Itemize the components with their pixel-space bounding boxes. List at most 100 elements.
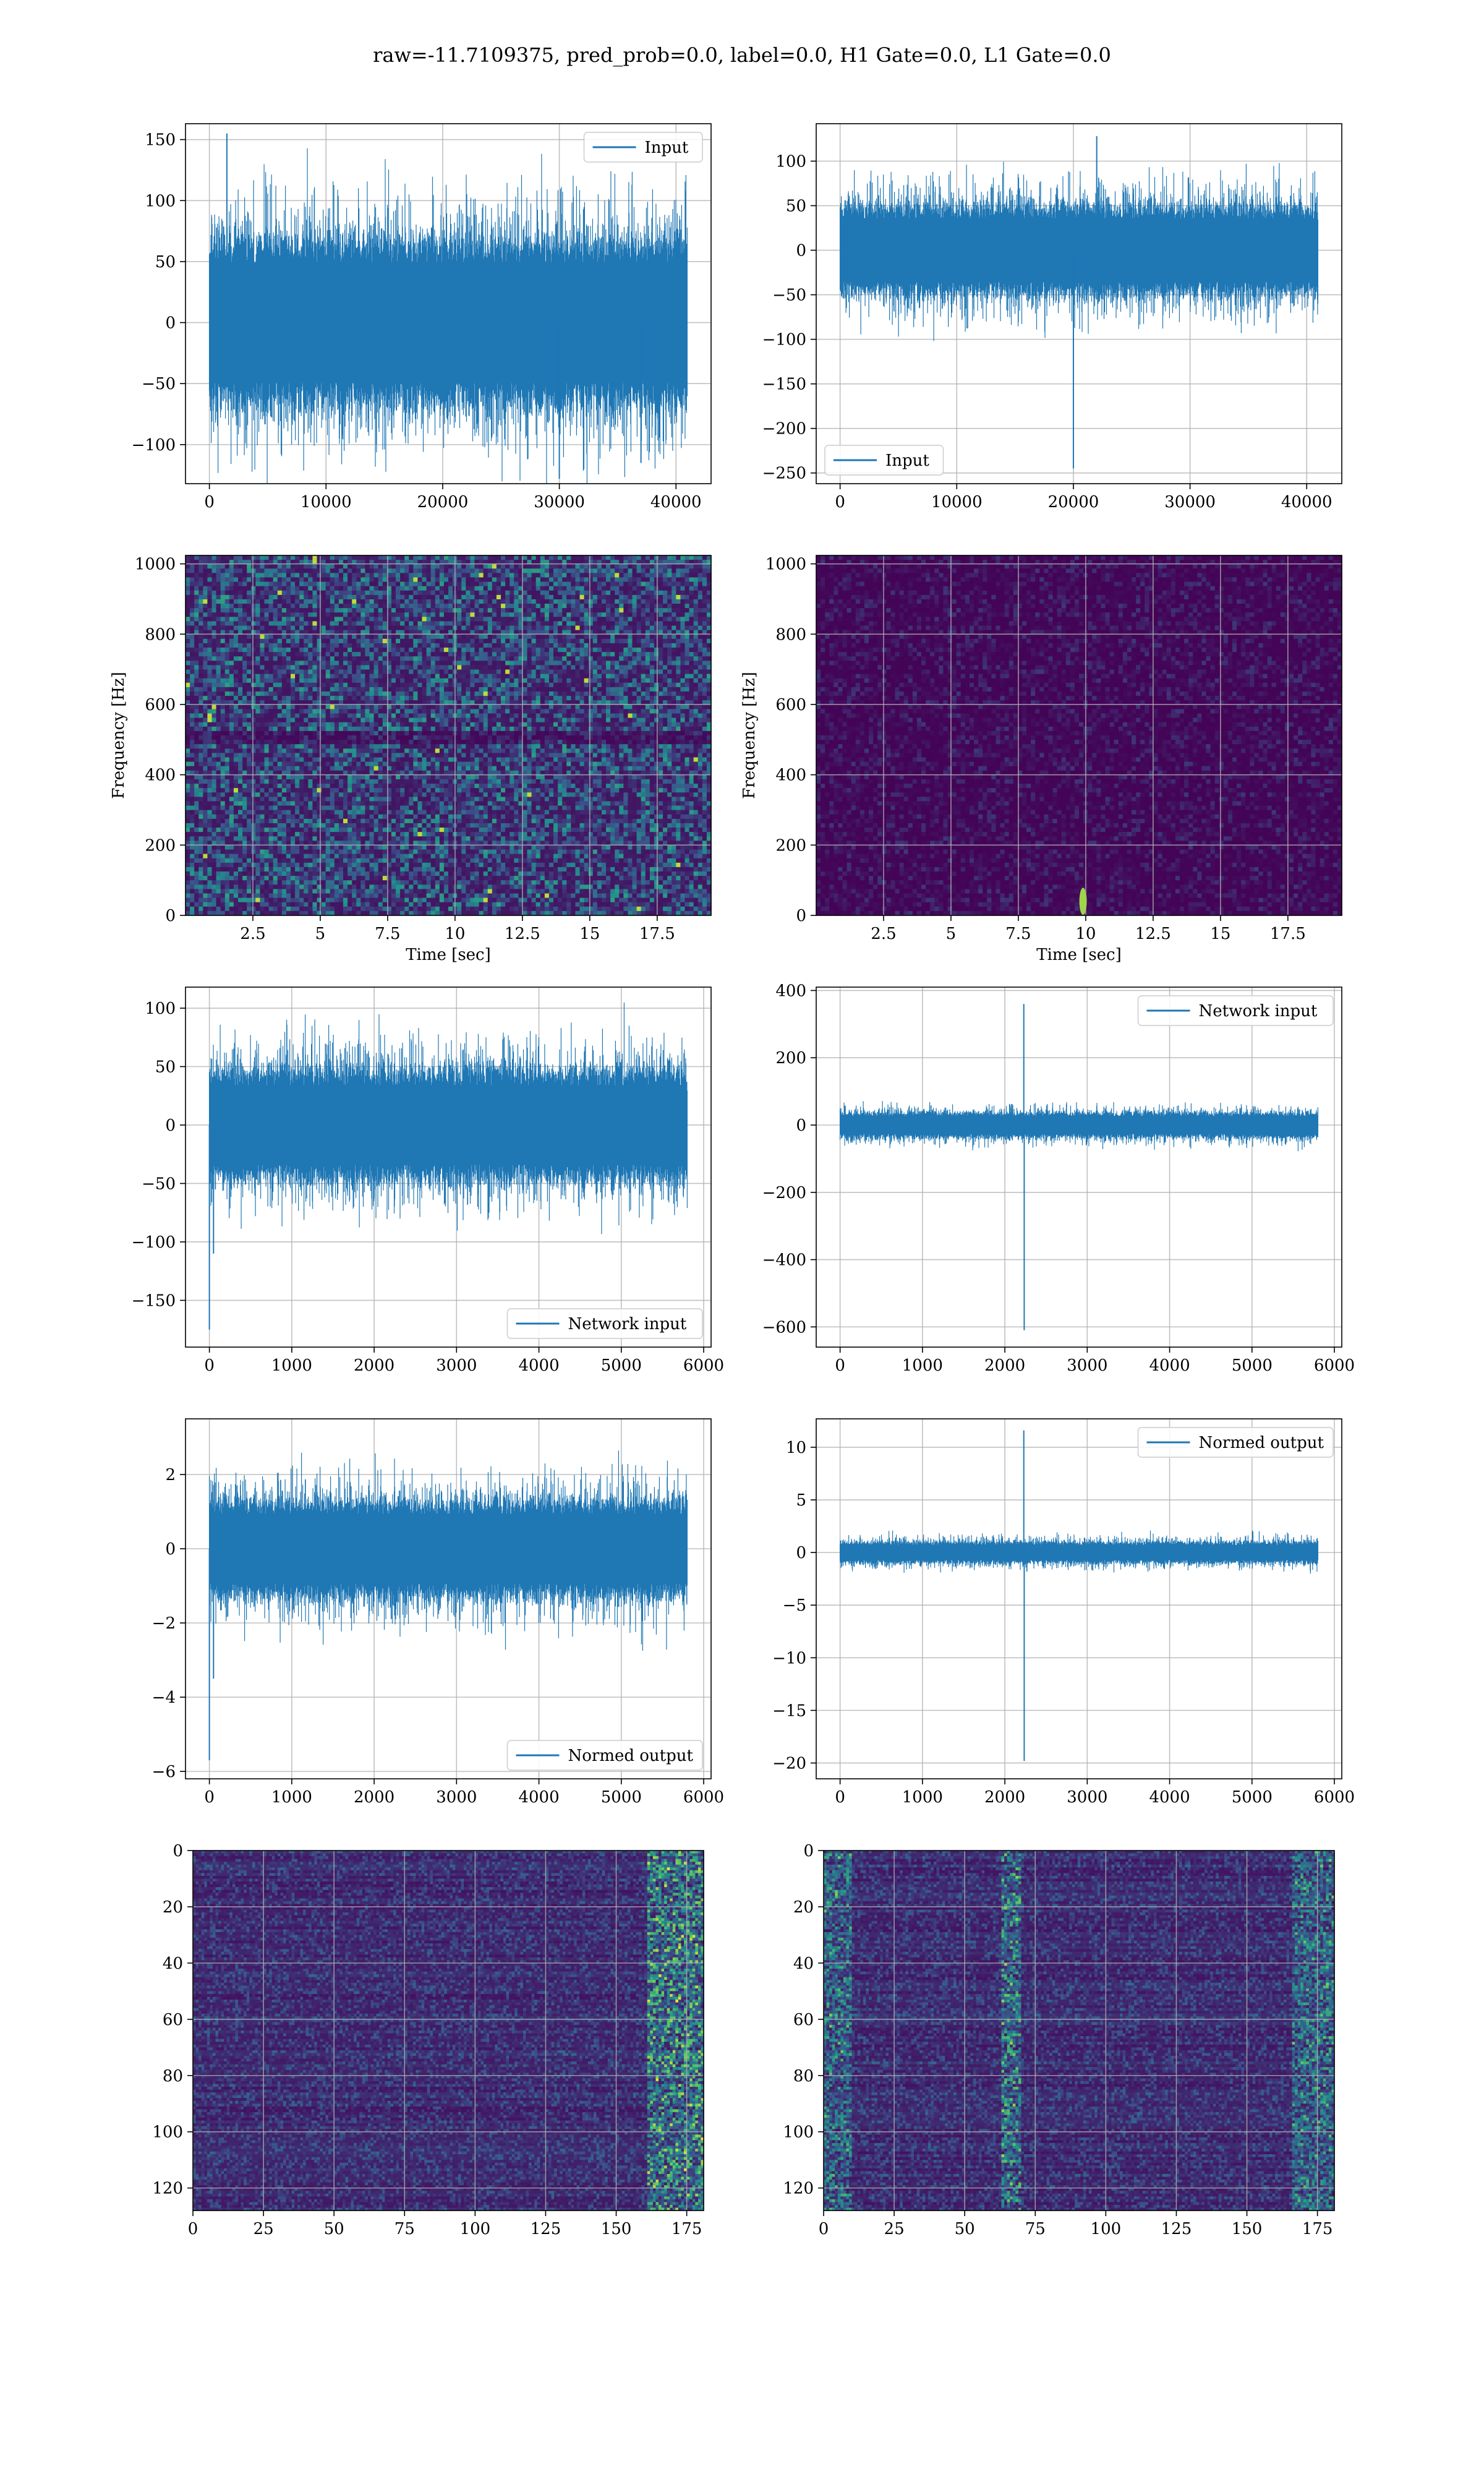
heatmap-cell bbox=[619, 591, 624, 596]
heatmap-cell bbox=[540, 586, 545, 591]
heatmap-cell bbox=[575, 555, 580, 560]
heatmap-cell bbox=[488, 591, 493, 596]
heatmap-cell bbox=[251, 582, 256, 587]
heatmap-cell bbox=[461, 586, 466, 591]
heatmap-cell bbox=[633, 555, 638, 560]
heatmap-cell bbox=[444, 582, 449, 587]
heatmap-cell bbox=[216, 608, 221, 613]
heatmap-cell bbox=[255, 577, 260, 582]
heatmap-cell bbox=[672, 595, 676, 600]
heatmap-cell bbox=[396, 582, 401, 587]
heatmap-cell bbox=[391, 599, 396, 604]
heatmap-cell bbox=[584, 591, 589, 596]
y-tick-label: −100 bbox=[132, 436, 176, 455]
heatmap-cell bbox=[522, 599, 527, 604]
heatmap-cell bbox=[680, 577, 685, 582]
heatmap-cell bbox=[365, 577, 370, 582]
heatmap-cell bbox=[203, 582, 208, 587]
heatmap-cell bbox=[497, 573, 501, 578]
heatmap-cell bbox=[694, 604, 699, 609]
heatmap-cell bbox=[602, 555, 607, 560]
heatmap-cell bbox=[343, 555, 348, 560]
heatmap-cell bbox=[435, 582, 440, 587]
heatmap-cell bbox=[343, 604, 348, 609]
heatmap-cell bbox=[265, 608, 270, 613]
x-tick-label: 20000 bbox=[1048, 493, 1099, 511]
heatmap-cell bbox=[589, 599, 594, 604]
heatmap-cell bbox=[286, 595, 291, 600]
heatmap-cell bbox=[360, 568, 365, 573]
heatmap-cell bbox=[667, 599, 672, 604]
heatmap-cell bbox=[212, 577, 217, 582]
heatmap-cell bbox=[265, 568, 270, 573]
heatmap-cell bbox=[615, 591, 620, 596]
heatmap-cell bbox=[527, 604, 532, 609]
heatmap-cell bbox=[497, 555, 501, 560]
heatmap-cell bbox=[633, 591, 638, 596]
heatmap-cell bbox=[571, 573, 576, 578]
heatmap-cell bbox=[299, 586, 304, 591]
heatmap-cell bbox=[282, 564, 287, 569]
heatmap-cell bbox=[676, 586, 681, 591]
heatmap-cell bbox=[584, 604, 589, 609]
heatmap-cell bbox=[330, 591, 335, 596]
heatmap-cell bbox=[641, 564, 646, 569]
heatmap-cell bbox=[221, 564, 226, 569]
heatmap-cell bbox=[356, 564, 361, 569]
heatmap-cell bbox=[304, 564, 309, 569]
heatmap-cell bbox=[409, 568, 414, 573]
heatmap-cell bbox=[378, 595, 383, 600]
heatmap-cell bbox=[330, 582, 335, 587]
heatmap-cell bbox=[343, 591, 348, 596]
heatmap-cell bbox=[225, 591, 230, 596]
heatmap-cell bbox=[194, 568, 199, 573]
heatmap-cell bbox=[356, 608, 361, 613]
heatmap-cell bbox=[558, 573, 563, 578]
heatmap-cell bbox=[348, 582, 352, 587]
heatmap-cell bbox=[348, 573, 352, 578]
legend-label: Input bbox=[885, 452, 929, 470]
heatmap-cell bbox=[448, 573, 453, 578]
heatmap-cell bbox=[527, 577, 532, 582]
heatmap-cell bbox=[694, 595, 699, 600]
heatmap-cell bbox=[348, 564, 352, 569]
heatmap-cell bbox=[685, 591, 690, 596]
heatmap-cell bbox=[295, 564, 300, 569]
heatmap-cell bbox=[501, 582, 506, 587]
heatmap-cell bbox=[641, 591, 646, 596]
heatmap-cell bbox=[510, 608, 514, 613]
heatmap-cell bbox=[623, 586, 628, 591]
heatmap-cell bbox=[278, 564, 283, 569]
heatmap-cell bbox=[330, 573, 335, 578]
heatmap-cell bbox=[440, 568, 445, 573]
heatmap-cell bbox=[484, 586, 488, 591]
heatmap-cell bbox=[440, 577, 445, 582]
heatmap-cell bbox=[378, 568, 383, 573]
heatmap-cell bbox=[562, 604, 567, 609]
heatmap-cell bbox=[444, 586, 449, 591]
heatmap-cell bbox=[606, 595, 611, 600]
heatmap-cell bbox=[505, 604, 510, 609]
heatmap-cell bbox=[470, 586, 475, 591]
heatmap-cell bbox=[282, 604, 287, 609]
heatmap-cell bbox=[299, 595, 304, 600]
heatmap-cell bbox=[484, 604, 488, 609]
heatmap-cell bbox=[413, 586, 418, 591]
heatmap-cell bbox=[229, 604, 234, 609]
heatmap-cell bbox=[522, 582, 527, 587]
heatmap-cell bbox=[422, 586, 427, 591]
heatmap-cell bbox=[580, 555, 585, 560]
heatmap-cell bbox=[689, 586, 694, 591]
heatmap-cell bbox=[374, 555, 379, 560]
heatmap-cell bbox=[536, 564, 541, 569]
heatmap-cell bbox=[225, 577, 230, 582]
heatmap-cell bbox=[527, 595, 532, 600]
heatmap-cell bbox=[413, 604, 418, 609]
heatmap-cell bbox=[650, 599, 655, 604]
heatmap-cell bbox=[615, 568, 620, 573]
heatmap-cell bbox=[273, 604, 278, 609]
heatmap-cell bbox=[685, 573, 690, 578]
heatmap-cell bbox=[702, 599, 707, 604]
heatmap-cell bbox=[440, 608, 445, 613]
heatmap-cell bbox=[242, 582, 247, 587]
